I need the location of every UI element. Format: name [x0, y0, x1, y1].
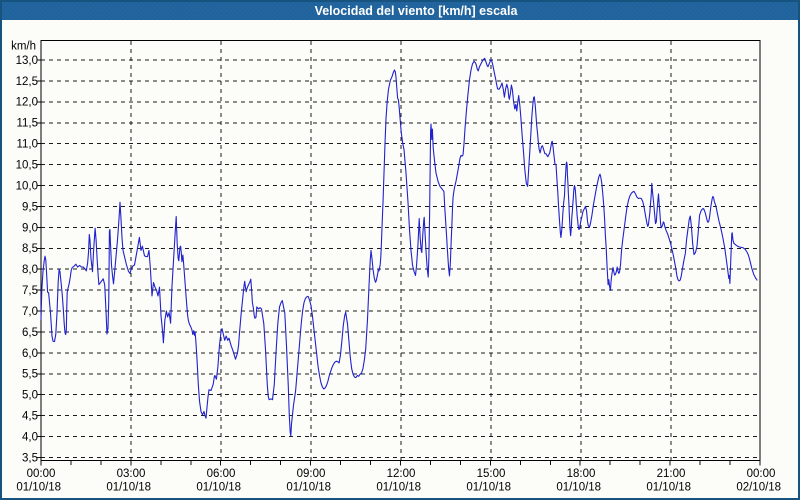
- svg-text:7,0: 7,0: [22, 306, 38, 318]
- svg-text:9,5: 9,5: [22, 201, 38, 213]
- svg-text:01/10/18: 01/10/18: [16, 482, 61, 494]
- svg-text:09:00: 09:00: [297, 468, 326, 480]
- svg-text:4,0: 4,0: [22, 432, 38, 444]
- svg-text:12,0: 12,0: [16, 97, 38, 109]
- svg-text:7,5: 7,5: [22, 285, 38, 297]
- svg-text:12:00: 12:00: [387, 468, 416, 480]
- svg-text:01/10/18: 01/10/18: [376, 482, 421, 494]
- svg-text:11,5: 11,5: [16, 118, 38, 130]
- svg-text:12,5: 12,5: [16, 76, 38, 88]
- svg-text:01/10/18: 01/10/18: [646, 482, 691, 494]
- svg-text:10,5: 10,5: [16, 160, 38, 172]
- svg-text:8,0: 8,0: [22, 264, 38, 276]
- svg-text:01/10/18: 01/10/18: [286, 482, 331, 494]
- svg-text:3,5: 3,5: [22, 452, 38, 464]
- svg-text:21:00: 21:00: [657, 468, 686, 480]
- svg-text:4,5: 4,5: [22, 411, 38, 423]
- svg-text:01/10/18: 01/10/18: [466, 482, 511, 494]
- svg-text:km/h: km/h: [11, 41, 36, 53]
- svg-text:02/10/18: 02/10/18: [736, 482, 781, 494]
- svg-text:13,0: 13,0: [16, 55, 38, 67]
- svg-text:01/10/18: 01/10/18: [556, 482, 601, 494]
- svg-text:18:00: 18:00: [567, 468, 596, 480]
- svg-text:00:00: 00:00: [27, 468, 56, 480]
- svg-text:10,0: 10,0: [16, 180, 38, 192]
- svg-text:9,0: 9,0: [22, 222, 38, 234]
- svg-text:6,0: 6,0: [22, 348, 38, 360]
- svg-text:01/10/18: 01/10/18: [106, 482, 151, 494]
- svg-text:15:00: 15:00: [477, 468, 506, 480]
- svg-text:6,5: 6,5: [22, 327, 38, 339]
- svg-text:5,5: 5,5: [22, 369, 38, 381]
- svg-text:01/10/18: 01/10/18: [196, 482, 241, 494]
- svg-text:06:00: 06:00: [207, 468, 236, 480]
- svg-text:5,0: 5,0: [22, 390, 38, 402]
- svg-text:03:00: 03:00: [117, 468, 146, 480]
- svg-text:8,5: 8,5: [22, 243, 38, 255]
- svg-text:11,0: 11,0: [16, 139, 38, 151]
- svg-text:00:00: 00:00: [747, 468, 776, 480]
